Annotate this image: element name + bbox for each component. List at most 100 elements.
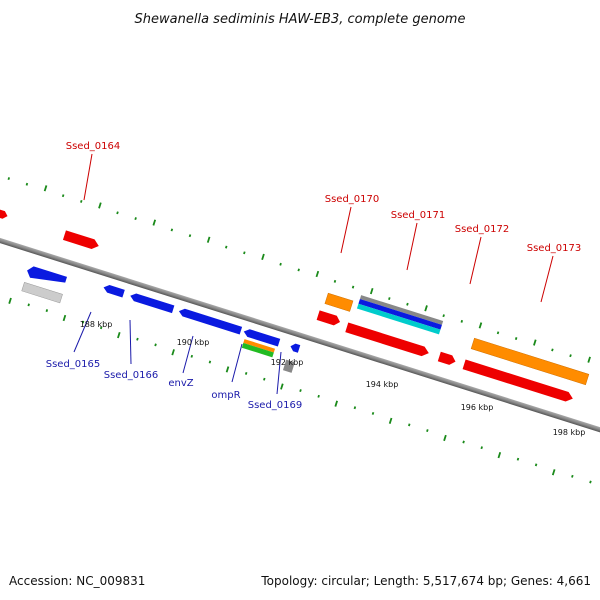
kbp-label-196: 196 kbp — [461, 403, 494, 412]
minor-tick — [571, 474, 574, 478]
kbp-label-192: 192 kbp — [271, 358, 304, 367]
minor-tick — [408, 423, 411, 427]
minor-tick — [569, 354, 572, 358]
label-connector — [182, 335, 194, 374]
gene-ssed-0170-rna[interactable] — [324, 292, 354, 312]
minor-tick — [514, 337, 518, 340]
minor-tick — [244, 371, 248, 375]
minor-tick — [154, 343, 157, 347]
gene-label-ssed-0164[interactable]: Ssed_0164 — [66, 141, 121, 152]
major-tick — [62, 314, 67, 322]
gene-label-ssed-0165[interactable]: Ssed_0165 — [46, 359, 101, 370]
gene-ssed-0169-grey[interactable] — [282, 359, 295, 373]
gene-ssed-0173-arrow[interactable] — [462, 359, 575, 404]
label-connector — [231, 343, 243, 383]
gene-label-ssed-0172[interactable]: Ssed_0172 — [455, 224, 510, 235]
label-connector — [83, 153, 93, 201]
major-tick — [443, 434, 447, 442]
major-tick — [206, 236, 211, 243]
gene-ssed-0172-arrow[interactable] — [437, 351, 457, 367]
minor-tick — [7, 177, 11, 181]
gene-ssed-0169-arrow[interactable] — [289, 342, 301, 353]
major-tick — [315, 270, 320, 278]
gene-label-ssed-0166[interactable]: Ssed_0166 — [104, 370, 159, 381]
major-tick — [225, 366, 230, 373]
gene-label-ompr[interactable]: ompR — [211, 390, 240, 401]
major-tick — [117, 331, 121, 339]
minor-tick — [406, 302, 409, 306]
kbp-label-198: 198 kbp — [553, 428, 586, 437]
major-tick — [152, 219, 157, 226]
label-connector — [540, 255, 554, 303]
gene-ompr-orange[interactable] — [243, 339, 276, 353]
minor-tick — [80, 199, 83, 203]
minor-tick — [116, 211, 119, 215]
minor-tick — [353, 406, 357, 410]
major-tick — [551, 469, 556, 476]
gene-ssed-0171-grey[interactable] — [359, 295, 444, 325]
minor-tick — [371, 411, 375, 415]
minor-tick — [136, 337, 139, 341]
gene-arrow-red[interactable] — [0, 208, 9, 220]
gene-envz-arrow[interactable] — [178, 307, 243, 335]
gene-ssed-0173-rna[interactable] — [470, 337, 590, 386]
map-title: Shewanella sediminis HAW-EB3, complete g… — [135, 12, 466, 27]
gene-ompr-arrow[interactable] — [243, 328, 281, 347]
minor-tick — [279, 262, 282, 266]
minor-tick — [81, 320, 85, 324]
label-connector — [73, 311, 92, 353]
accession-label: Accession: NC_009831 — [9, 574, 145, 588]
major-tick — [334, 400, 339, 407]
gene-ssed-0170-arrow[interactable] — [316, 310, 342, 326]
major-tick — [497, 451, 502, 459]
gene-ompr-green[interactable] — [241, 342, 274, 358]
minor-tick — [317, 394, 320, 398]
minor-tick — [516, 457, 520, 461]
gene-ssed-0165-arrow[interactable] — [102, 284, 125, 298]
gene-ssed-0171-blue[interactable] — [358, 298, 442, 330]
minor-tick — [263, 377, 266, 381]
minor-tick — [188, 234, 192, 238]
minor-tick — [460, 319, 464, 323]
inner-tick-ring — [8, 297, 592, 484]
gene-label-envz[interactable]: envZ — [168, 378, 193, 389]
major-tick — [388, 417, 393, 424]
gene-ssed-0166-arrow[interactable] — [129, 292, 175, 314]
major-tick — [261, 253, 265, 260]
major-tick — [478, 322, 483, 329]
minor-tick — [496, 331, 500, 335]
gene-label-ssed-0171[interactable]: Ssed_0171 — [391, 210, 446, 221]
kbp-label-190: 190 kbp — [177, 338, 210, 347]
gene-grey-1[interactable] — [21, 281, 63, 304]
minor-tick — [426, 429, 429, 433]
minor-tick — [170, 228, 174, 232]
gene-ssed-0171-cyan[interactable] — [356, 303, 441, 335]
gene-label-ssed-0169[interactable]: Ssed_0169 — [248, 400, 303, 411]
minor-tick — [351, 285, 355, 289]
major-tick — [98, 202, 102, 209]
gene-arrow-blue[interactable] — [25, 265, 68, 288]
kbp-label-194: 194 kbp — [366, 380, 399, 389]
minor-tick — [208, 360, 212, 364]
minor-tick — [224, 245, 228, 249]
major-tick — [8, 297, 12, 304]
minor-tick — [243, 251, 246, 255]
label-connector — [276, 351, 282, 395]
minor-tick — [61, 194, 65, 198]
major-tick — [369, 288, 374, 295]
gene-label-ssed-0173[interactable]: Ssed_0173 — [527, 243, 582, 254]
gene-label-ssed-0170[interactable]: Ssed_0170 — [325, 194, 380, 205]
major-tick — [587, 356, 591, 363]
map-region — [0, 177, 600, 484]
minor-tick — [134, 217, 137, 221]
major-tick — [533, 339, 537, 346]
gene-ssed-0164-arrow[interactable] — [62, 230, 100, 250]
gene-ssed-0171-arrow[interactable] — [345, 322, 430, 358]
major-tick — [171, 349, 175, 356]
label-connector — [406, 222, 418, 271]
minor-tick — [297, 268, 300, 272]
major-tick — [43, 185, 48, 192]
minor-tick — [25, 182, 29, 186]
genome-backbone — [0, 226, 600, 442]
